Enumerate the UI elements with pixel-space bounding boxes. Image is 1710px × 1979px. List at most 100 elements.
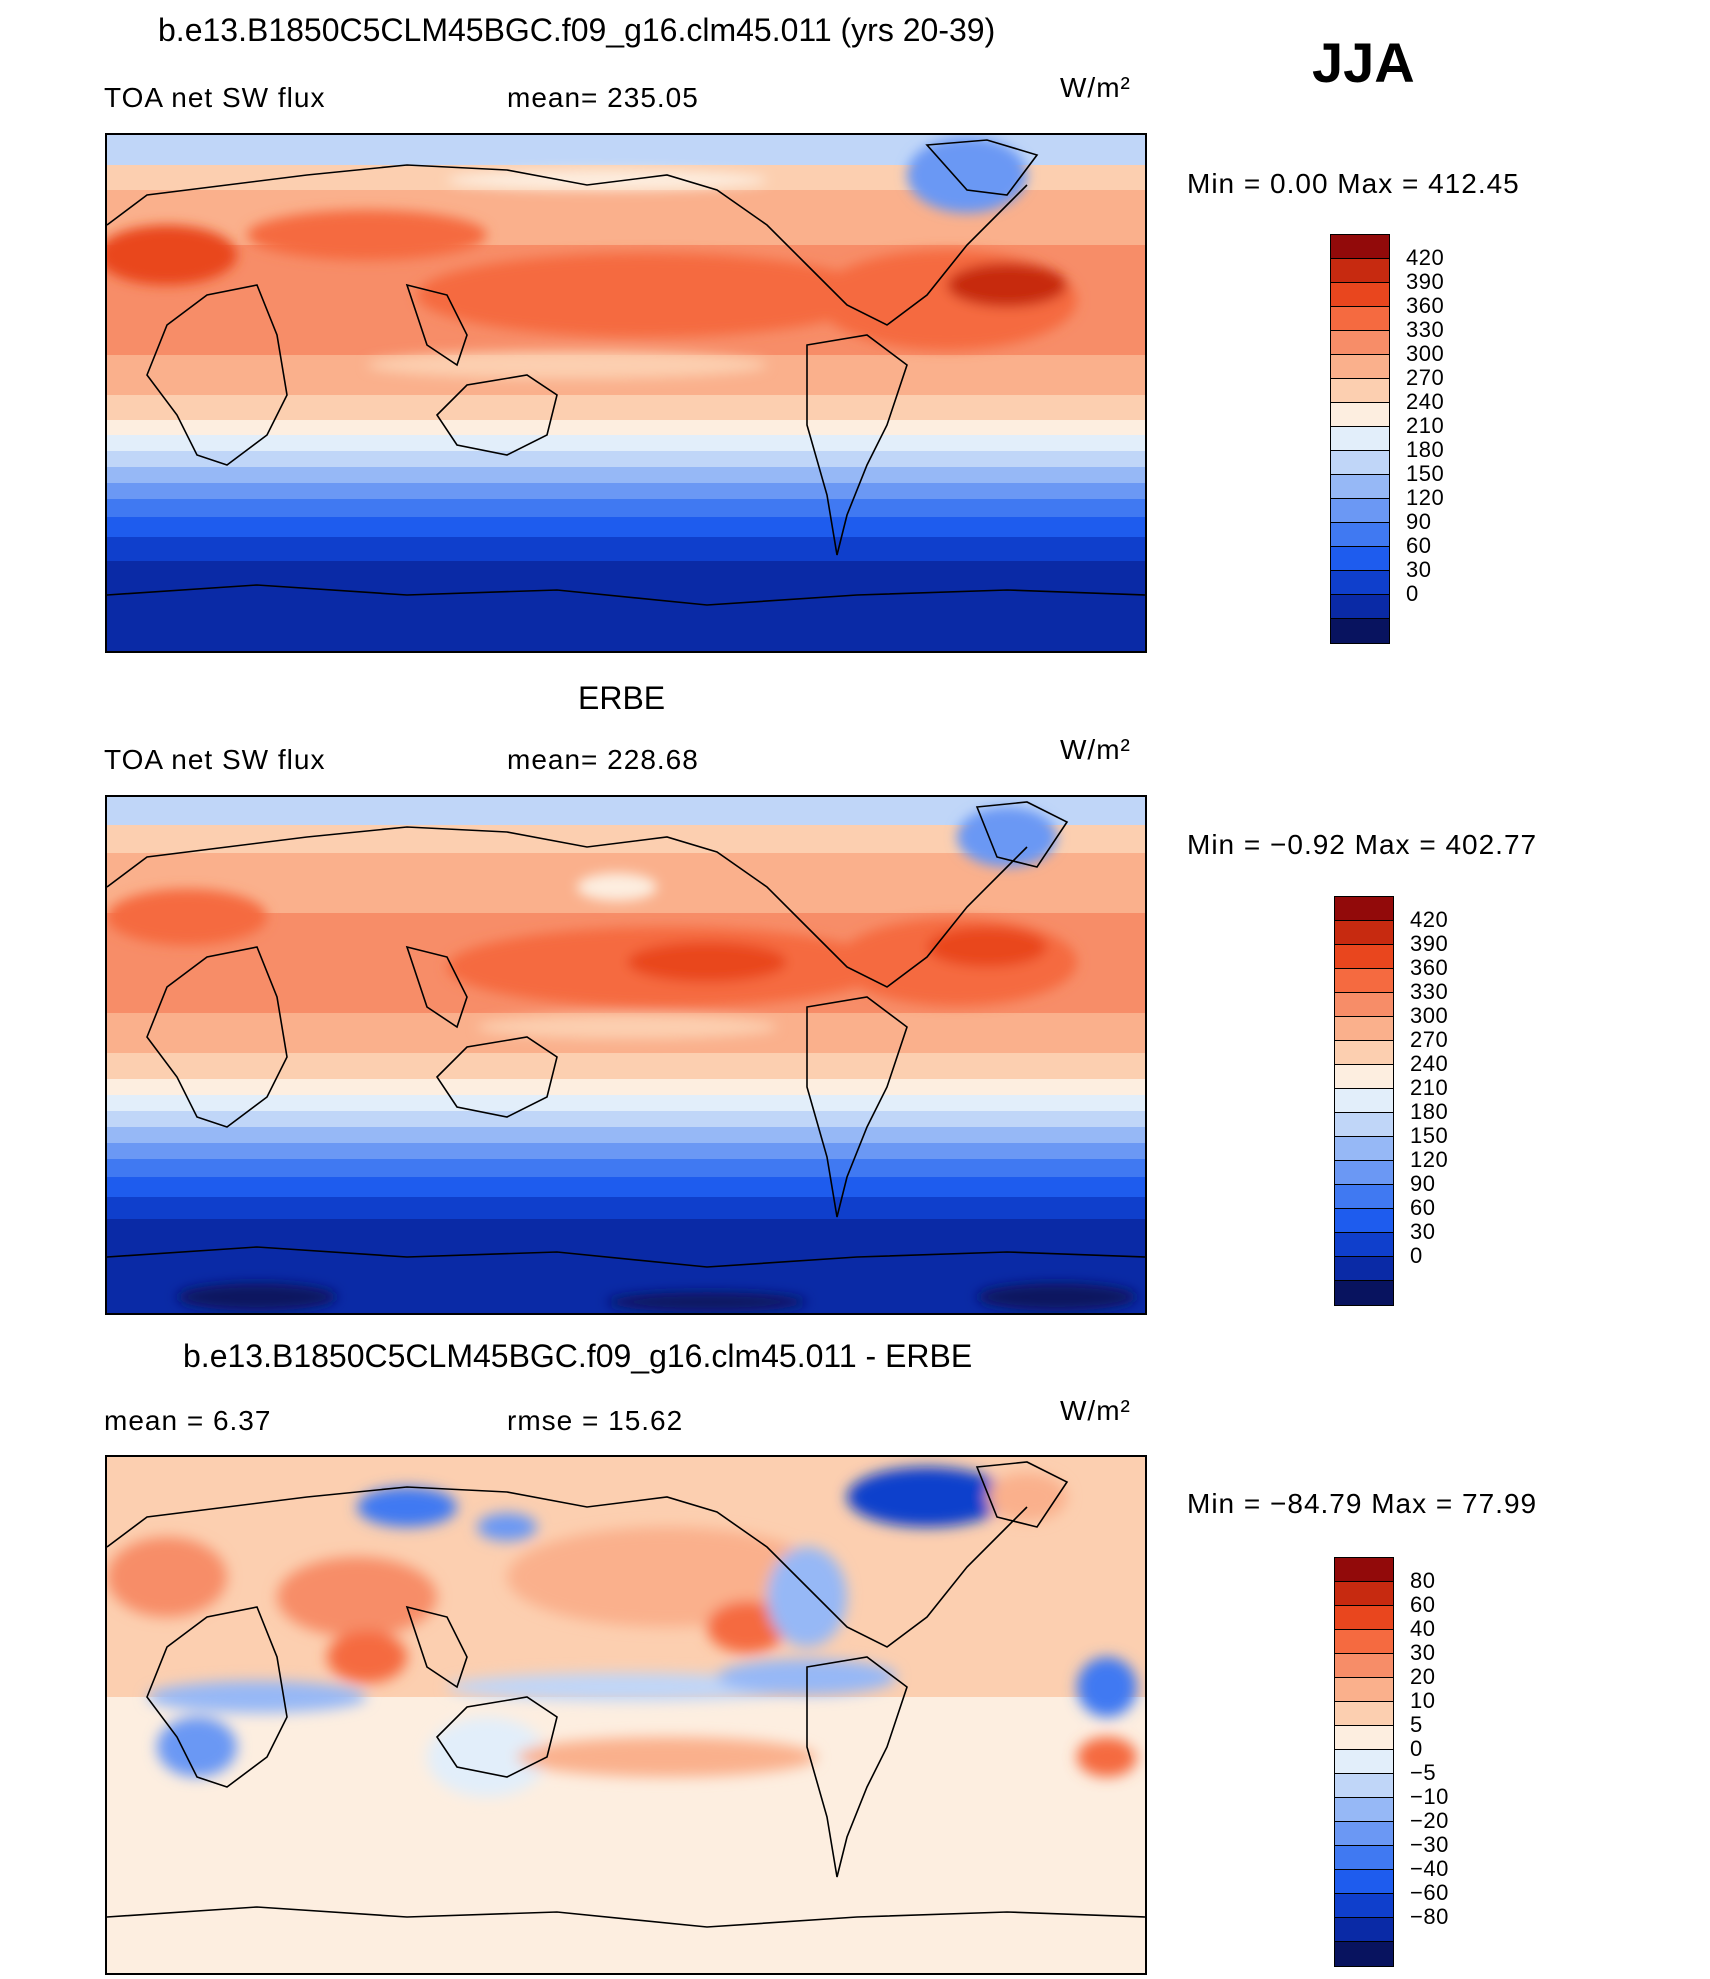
colorbar-swatch: [1335, 1894, 1393, 1918]
colorbar-swatch: [1335, 1185, 1393, 1209]
colorbar-swatch: [1335, 1017, 1393, 1041]
colorbar-swatch: [1335, 1113, 1393, 1137]
panel1-min-max: Min = 0.00 Max = 412.45: [1187, 168, 1520, 199]
colorbar-tick-label: 5: [1410, 1712, 1423, 1737]
panel1-map-canvas: [107, 135, 1145, 651]
colorbar-tick-label: 390: [1410, 931, 1449, 956]
colorbar-tick-label: 330: [1406, 317, 1445, 342]
panel1-title: b.e13.B1850C5CLM45BGC.f09_g16.clm45.011 …: [158, 12, 996, 48]
colorbar-tick-label: 120: [1410, 1147, 1449, 1172]
colorbar-swatch: [1331, 331, 1389, 355]
colorbar-swatch: [1335, 897, 1393, 921]
colorbar-swatch: [1335, 1702, 1393, 1726]
colorbar-swatch: [1331, 403, 1389, 427]
colorbar-swatch: [1331, 307, 1389, 331]
colorbar-tick-label: 90: [1410, 1171, 1436, 1196]
colorbar-swatch: [1331, 547, 1389, 571]
colorbar-tick-label: −20: [1410, 1808, 1449, 1833]
panel3-map: [105, 1455, 1147, 1975]
colorbar-tick-label: 20: [1410, 1664, 1436, 1689]
colorbar-tick-label: 270: [1406, 365, 1445, 390]
panel2-units-label: W/m²: [1060, 734, 1131, 765]
panel1-units-label: W/m²: [1060, 72, 1131, 103]
colorbar-tick-label: −80: [1410, 1904, 1449, 1929]
colorbar-tick-label: 60: [1410, 1195, 1436, 1220]
colorbar-tick-label: 80: [1410, 1568, 1436, 1593]
colorbar-tick-label: 240: [1410, 1051, 1449, 1076]
colorbar-swatch: [1335, 1089, 1393, 1113]
colorbar-swatch: [1335, 1558, 1393, 1582]
colorbar-swatch: [1331, 571, 1389, 595]
colorbar-tick-label: 150: [1406, 461, 1445, 486]
panel3-title: b.e13.B1850C5CLM45BGC.f09_g16.clm45.011 …: [183, 1338, 973, 1374]
colorbar-tick-label: 90: [1406, 509, 1432, 534]
colorbar-swatch: [1335, 969, 1393, 993]
colorbar-swatch: [1331, 259, 1389, 283]
colorbar-tick-label: 270: [1410, 1027, 1449, 1052]
panel2-title: ERBE: [578, 680, 666, 716]
colorbar-swatch: [1331, 619, 1389, 643]
panel3-map-canvas: [107, 1457, 1145, 1973]
colorbar-swatch: [1335, 1041, 1393, 1065]
colorbar-tick-label: 30: [1410, 1219, 1436, 1244]
panel3-colorbar: [1334, 1557, 1394, 1967]
panel2-map-canvas: [107, 797, 1145, 1313]
panel2-min-max: Min = −0.92 Max = 402.77: [1187, 829, 1538, 860]
colorbar-swatch: [1331, 235, 1389, 259]
colorbar-tick-label: 210: [1406, 413, 1445, 438]
colorbar-tick-label: −40: [1410, 1856, 1449, 1881]
colorbar-swatch: [1331, 523, 1389, 547]
colorbar-tick-label: 30: [1410, 1640, 1436, 1665]
panel2-colorbar: [1334, 896, 1394, 1306]
colorbar-swatch: [1335, 921, 1393, 945]
panel2-variable-label: TOA net SW flux: [104, 744, 326, 775]
panel1-map: [105, 133, 1147, 653]
colorbar-tick-label: 10: [1410, 1688, 1436, 1713]
panel2-mean-label: mean= 228.68: [507, 744, 699, 775]
colorbar-tick-label: 360: [1410, 955, 1449, 980]
colorbar-tick-label: 420: [1410, 907, 1449, 932]
colorbar-tick-label: 120: [1406, 485, 1445, 510]
colorbar-tick-label: 210: [1410, 1075, 1449, 1100]
colorbar-tick-label: 0: [1410, 1243, 1423, 1268]
colorbar-swatch: [1335, 1630, 1393, 1654]
colorbar-tick-label: 180: [1410, 1099, 1449, 1124]
colorbar-swatch: [1335, 1137, 1393, 1161]
panel1-variable-label: TOA net SW flux: [104, 82, 326, 113]
colorbar-swatch: [1331, 379, 1389, 403]
colorbar-swatch: [1335, 1606, 1393, 1630]
colorbar-tick-label: 420: [1406, 245, 1445, 270]
colorbar-swatch: [1331, 355, 1389, 379]
colorbar-swatch: [1335, 1846, 1393, 1870]
colorbar-swatch: [1335, 1678, 1393, 1702]
colorbar-tick-label: 60: [1410, 1592, 1436, 1617]
colorbar-tick-label: −5: [1410, 1760, 1437, 1785]
colorbar-swatch: [1335, 1582, 1393, 1606]
colorbar-swatch: [1331, 451, 1389, 475]
colorbar-tick-label: 300: [1406, 341, 1445, 366]
colorbar-swatch: [1335, 1161, 1393, 1185]
colorbar-swatch: [1335, 993, 1393, 1017]
colorbar-swatch: [1335, 1065, 1393, 1089]
colorbar-tick-label: 300: [1410, 1003, 1449, 1028]
colorbar-swatch: [1335, 1654, 1393, 1678]
panel3-min-max: Min = −84.79 Max = 77.99: [1187, 1488, 1538, 1519]
colorbar-swatch: [1335, 1942, 1393, 1966]
colorbar-swatch: [1331, 499, 1389, 523]
colorbar-tick-label: 150: [1410, 1123, 1449, 1148]
panel1-colorbar: [1330, 234, 1390, 644]
colorbar-swatch: [1335, 1822, 1393, 1846]
colorbar-swatch: [1335, 1870, 1393, 1894]
panel2-map: [105, 795, 1147, 1315]
colorbar-tick-label: 240: [1406, 389, 1445, 414]
colorbar-tick-label: 330: [1410, 979, 1449, 1004]
panel3-mean-label: mean = 6.37: [104, 1405, 272, 1436]
panel3-rmse-label: rmse = 15.62: [507, 1405, 684, 1436]
colorbar-swatch: [1335, 1281, 1393, 1305]
colorbar-tick-label: 60: [1406, 533, 1432, 558]
colorbar-tick-label: 30: [1406, 557, 1432, 582]
colorbar-tick-label: 40: [1410, 1616, 1436, 1641]
colorbar-swatch: [1331, 595, 1389, 619]
colorbar-tick-label: 390: [1406, 269, 1445, 294]
colorbar-swatch: [1331, 427, 1389, 451]
